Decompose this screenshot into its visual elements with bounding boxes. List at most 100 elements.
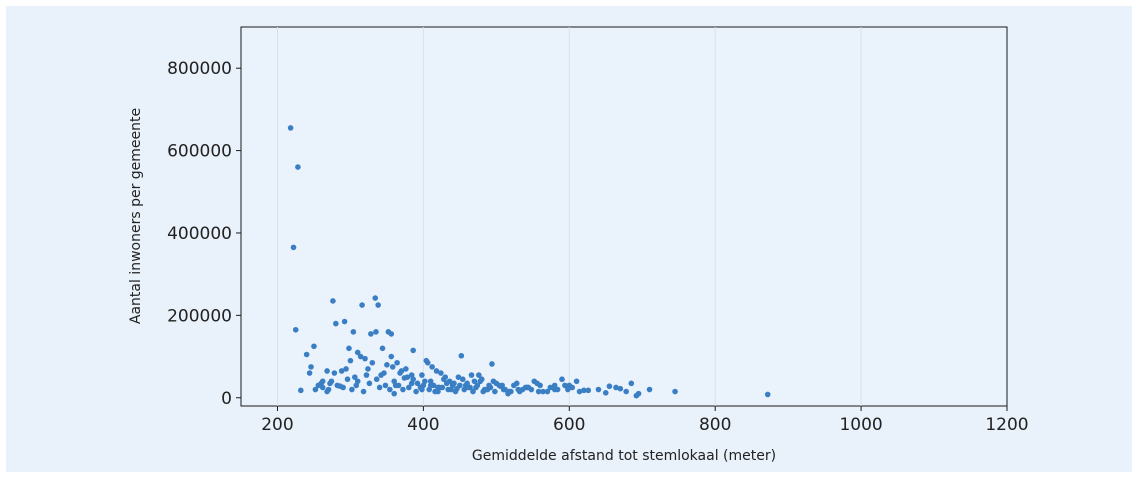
data-point: [515, 386, 522, 393]
data-point: [489, 361, 495, 367]
data-point: [442, 374, 449, 380]
data-point: [459, 376, 466, 383]
y-tick-label: 200000: [167, 306, 232, 326]
data-point: [470, 388, 476, 395]
data-point: [471, 378, 478, 385]
data-point: [435, 388, 441, 395]
data-point: [551, 382, 558, 389]
data-point: [395, 382, 402, 389]
data-point: [324, 368, 330, 374]
data-point: [341, 318, 348, 325]
data-point: [410, 347, 416, 354]
data-point: [458, 352, 465, 359]
y-tick-label: 0: [221, 389, 232, 409]
data-point: [430, 382, 437, 389]
data-point: [365, 366, 371, 372]
data-point: [312, 386, 319, 393]
data-point: [376, 384, 383, 391]
data-point: [468, 372, 475, 378]
data-point: [464, 380, 470, 387]
data-point: [492, 388, 498, 395]
data-point: [373, 376, 380, 383]
data-point: [366, 380, 373, 387]
data-point: [565, 386, 571, 393]
data-point: [388, 353, 395, 360]
data-point: [368, 331, 374, 337]
data-point: [764, 391, 771, 398]
data-point: [354, 349, 361, 356]
data-point: [306, 370, 313, 376]
data-point: [311, 343, 317, 350]
data-point: [408, 372, 415, 378]
data-point: [350, 329, 357, 335]
data-point: [427, 378, 434, 385]
data-point: [628, 380, 635, 387]
data-point: [325, 386, 332, 393]
data-point: [363, 372, 370, 378]
data-point: [346, 345, 352, 352]
data-point: [511, 382, 517, 389]
data-point: [333, 320, 339, 327]
data-point: [455, 374, 462, 380]
x-tick-label: 400: [407, 415, 439, 435]
data-point: [290, 244, 297, 251]
data-point: [359, 302, 365, 308]
data-point: [298, 387, 304, 394]
data-point: [451, 380, 457, 387]
data-point: [439, 384, 446, 391]
data-point: [287, 125, 294, 131]
data-point: [448, 386, 454, 393]
data-point: [387, 386, 393, 393]
data-point: [384, 362, 390, 368]
data-point: [357, 353, 364, 360]
data-point: [633, 392, 640, 399]
data-point: [457, 382, 463, 389]
data-point: [535, 388, 542, 395]
data-point: [389, 364, 396, 370]
data-point: [476, 372, 482, 378]
data-point: [573, 378, 580, 385]
data-point: [569, 384, 576, 391]
data-point: [388, 331, 395, 337]
data-point: [461, 386, 468, 393]
data-point: [413, 388, 419, 395]
data-point: [419, 372, 425, 378]
data-point: [394, 359, 400, 366]
data-point: [547, 384, 554, 391]
data-point: [400, 386, 406, 393]
data-point: [375, 302, 381, 308]
data-point: [308, 364, 314, 370]
data-point: [528, 386, 535, 393]
data-point: [435, 384, 441, 391]
data-point: [338, 368, 345, 374]
data-point: [331, 370, 338, 376]
data-point: [378, 372, 384, 378]
data-point: [672, 388, 678, 395]
data-point: [602, 390, 609, 396]
data-point: [524, 384, 530, 391]
data-point: [349, 386, 355, 393]
data-point: [404, 374, 411, 380]
data-point: [405, 384, 412, 391]
data-point: [490, 378, 497, 385]
data-point: [554, 386, 561, 393]
data-point: [562, 382, 568, 389]
data-point: [429, 364, 435, 370]
data-point: [473, 384, 479, 391]
x-tick-label: 600: [553, 415, 585, 435]
data-point: [617, 385, 624, 392]
data-point: [343, 366, 349, 372]
data-point: [426, 386, 433, 393]
data-point: [330, 298, 336, 304]
data-point: [595, 386, 602, 393]
data-point: [372, 295, 379, 301]
data-point: [319, 378, 326, 385]
data-point: [623, 388, 629, 395]
data-point: [606, 383, 613, 390]
data-point: [360, 388, 367, 395]
y-tick-label: 800000: [167, 59, 232, 79]
data-point: [414, 380, 421, 387]
data-point: [391, 378, 398, 385]
data-point: [347, 357, 354, 364]
